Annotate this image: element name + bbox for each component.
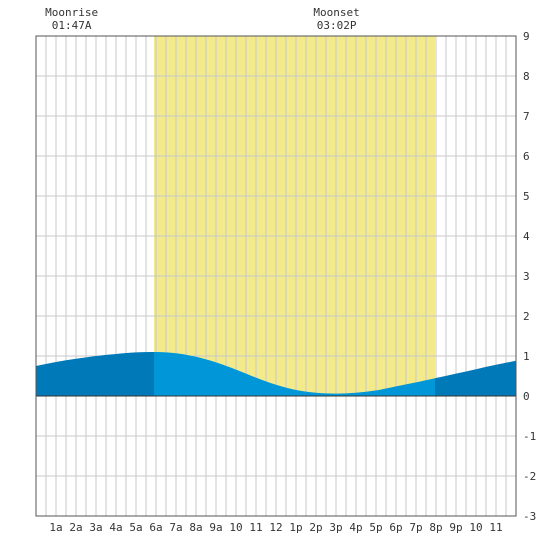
- moonset-label: Moonset: [313, 6, 359, 19]
- x-tick-label: 9a: [209, 521, 222, 534]
- x-tick-label: 8a: [189, 521, 202, 534]
- y-tick-label: 1: [523, 350, 530, 363]
- moonset-time: 03:02P: [317, 19, 357, 32]
- y-tick-label: 0: [523, 390, 530, 403]
- x-tick-label: 10: [229, 521, 242, 534]
- x-tick-label: 3a: [89, 521, 102, 534]
- x-tick-label: 7a: [169, 521, 182, 534]
- x-tick-label: 2p: [309, 521, 322, 534]
- x-tick-label: 1a: [49, 521, 62, 534]
- x-tick-label: 10: [469, 521, 482, 534]
- daylight-band: [154, 36, 435, 396]
- y-tick-label: 4: [523, 230, 530, 243]
- x-tick-label: 4p: [349, 521, 362, 534]
- y-tick-label: 7: [523, 110, 530, 123]
- x-tick-label: 4a: [109, 521, 122, 534]
- x-tick-label: 11: [249, 521, 262, 534]
- moonrise-time: 01:47A: [52, 19, 92, 32]
- y-tick-label: -2: [523, 470, 536, 483]
- tide-area-day: [154, 351, 435, 396]
- y-tick-label: 2: [523, 310, 530, 323]
- plot-frame: [35, 35, 517, 517]
- y-tick-label: 5: [523, 190, 530, 203]
- x-tick-label: 11: [489, 521, 502, 534]
- y-tick-label: 6: [523, 150, 530, 163]
- x-tick-label: 5p: [369, 521, 382, 534]
- x-tick-label: 12: [269, 521, 282, 534]
- x-tick-label: 9p: [449, 521, 462, 534]
- moonrise-label: Moonrise: [45, 6, 98, 19]
- x-tick-label: 6p: [389, 521, 402, 534]
- x-tick-label: 2a: [69, 521, 82, 534]
- y-tick-label: -3: [523, 510, 536, 523]
- x-tick-label: 1p: [289, 521, 302, 534]
- x-tick-label: 5a: [129, 521, 142, 534]
- x-tick-label: 7p: [409, 521, 422, 534]
- y-tick-label: 9: [523, 30, 530, 43]
- y-tick-label: -1: [523, 430, 536, 443]
- y-tick-label: 8: [523, 70, 530, 83]
- x-tick-label: 8p: [429, 521, 442, 534]
- y-tick-label: 3: [523, 270, 530, 283]
- x-tick-label: 3p: [329, 521, 342, 534]
- x-tick-label: 6a: [149, 521, 162, 534]
